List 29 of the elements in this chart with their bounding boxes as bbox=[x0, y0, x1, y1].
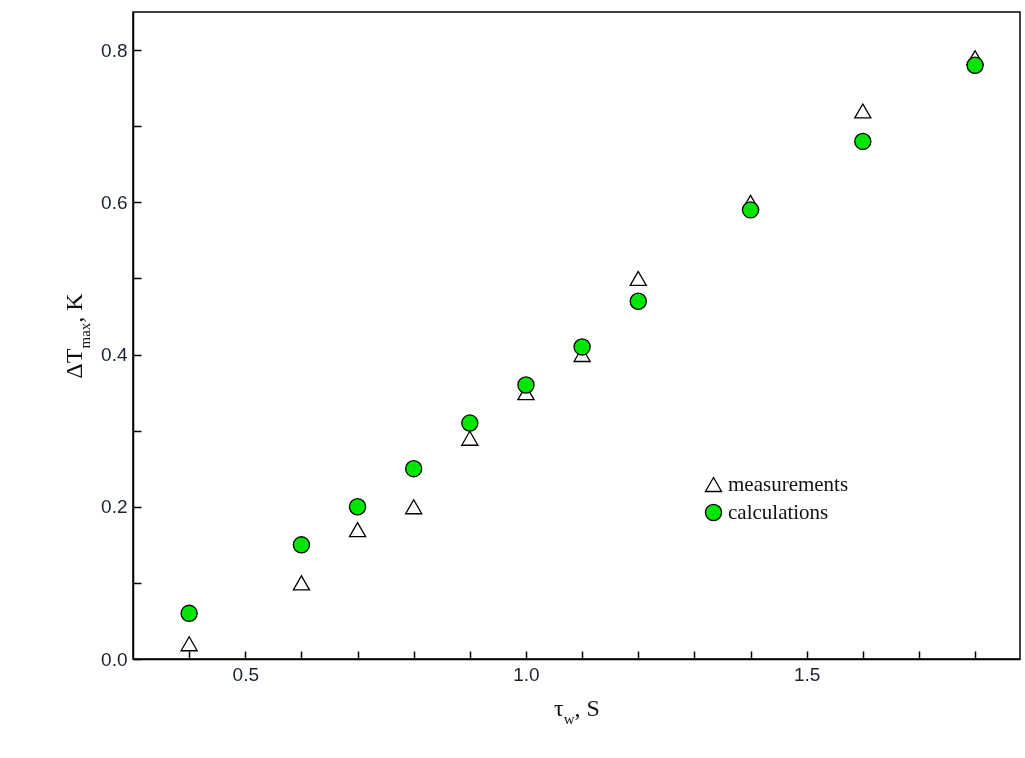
point bbox=[292, 536, 311, 554]
y-tick-label: 0.8 bbox=[101, 39, 128, 61]
point bbox=[854, 132, 872, 151]
legend-label: measurements bbox=[728, 471, 849, 496]
y-tick-label: 0.4 bbox=[101, 344, 128, 366]
y-tick-label: 0.6 bbox=[101, 191, 128, 213]
point bbox=[348, 521, 367, 538]
x-tick-label: 1.5 bbox=[793, 663, 821, 685]
point bbox=[966, 56, 984, 74]
point bbox=[517, 376, 535, 394]
point bbox=[404, 499, 423, 515]
point bbox=[461, 414, 479, 432]
y-tick-label: 0.0 bbox=[101, 648, 128, 670]
point bbox=[854, 103, 872, 119]
y-tick-label: 0.2 bbox=[101, 496, 128, 518]
point bbox=[629, 270, 647, 287]
point bbox=[629, 292, 647, 310]
point bbox=[573, 338, 591, 356]
point bbox=[348, 498, 367, 516]
legend-label: calculations bbox=[728, 499, 829, 524]
x-axis-title: τ$_{w}$, S bbox=[554, 694, 600, 727]
point bbox=[461, 430, 479, 446]
point bbox=[404, 460, 423, 478]
x-tick-label: 1.0 bbox=[513, 663, 540, 685]
x-tick-label: 0.5 bbox=[232, 663, 259, 685]
point bbox=[741, 201, 760, 219]
point bbox=[180, 636, 198, 652]
point bbox=[180, 604, 198, 623]
point bbox=[292, 575, 311, 591]
